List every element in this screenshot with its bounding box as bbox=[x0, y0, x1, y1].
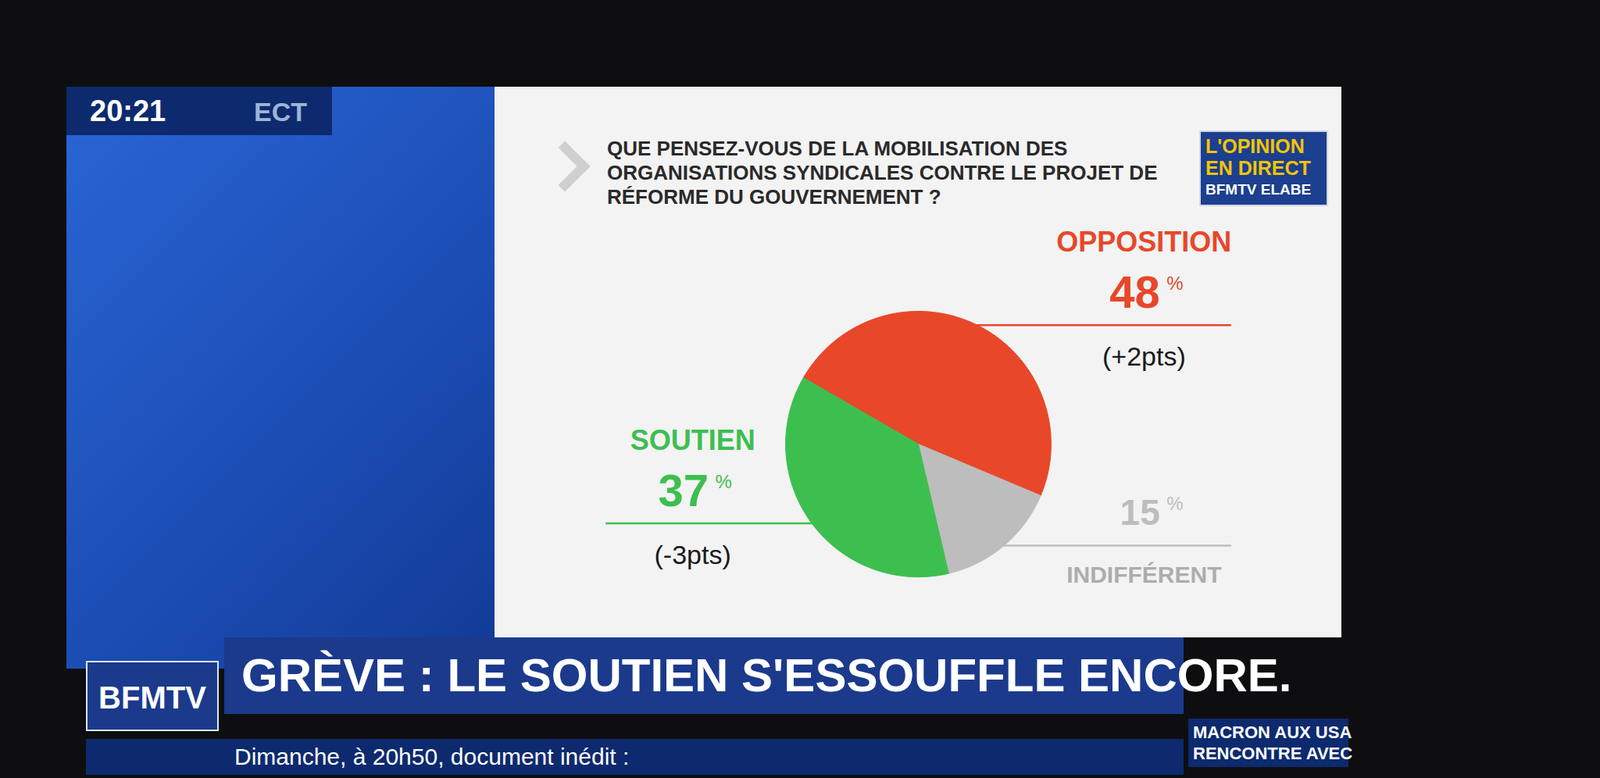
html-text:QUE PENSEZ-VOUS DE LA MOBILISA: QUE PENSEZ-VOUS DE LA MOBILISATION DES O… bbox=[607, 136, 1158, 209]
html-text:BFMTV ELABE: BFMTV ELABE bbox=[1205, 181, 1312, 198]
svg-text:INDIFFÉRENT: INDIFFÉRENT bbox=[1066, 561, 1222, 588]
svg-text:48: 48 bbox=[1109, 266, 1161, 318]
html-text:EN DIRECT: EN DIRECT bbox=[1205, 157, 1311, 179]
svg-text:(+2pts): (+2pts) bbox=[1102, 341, 1186, 372]
html-text:MACRON AUX USA: MACRON AUX USA bbox=[1192, 722, 1352, 743]
svg-text:SOUTIEN: SOUTIEN bbox=[630, 424, 756, 457]
html-text:L'OPINION: L'OPINION bbox=[1205, 135, 1305, 158]
html-text:GRÈVE : LE SOUTIEN S'ESSOUFFLE: GRÈVE : LE SOUTIEN S'ESSOUFFLE ENCORE. bbox=[241, 649, 1292, 702]
html-text:ECT: ECT bbox=[253, 96, 308, 127]
svg-text:%: % bbox=[1166, 492, 1183, 515]
svg-text:(-3pts): (-3pts) bbox=[654, 539, 732, 570]
html-text:20:21: 20:21 bbox=[89, 94, 166, 128]
svg-text:%: % bbox=[715, 471, 733, 493]
svg-text:37: 37 bbox=[658, 464, 710, 516]
html-text:BFMTV: BFMTV bbox=[98, 680, 207, 715]
html-text:Dimanche, à 20h50, document in: Dimanche, à 20h50, document inédit : bbox=[234, 743, 630, 770]
html-text:RENCONTRE AVEC: RENCONTRE AVEC bbox=[1192, 743, 1353, 764]
svg-text:15: 15 bbox=[1120, 492, 1161, 533]
svg-text:OPPOSITION: OPPOSITION bbox=[1056, 225, 1232, 258]
svg-text:%: % bbox=[1166, 272, 1183, 294]
